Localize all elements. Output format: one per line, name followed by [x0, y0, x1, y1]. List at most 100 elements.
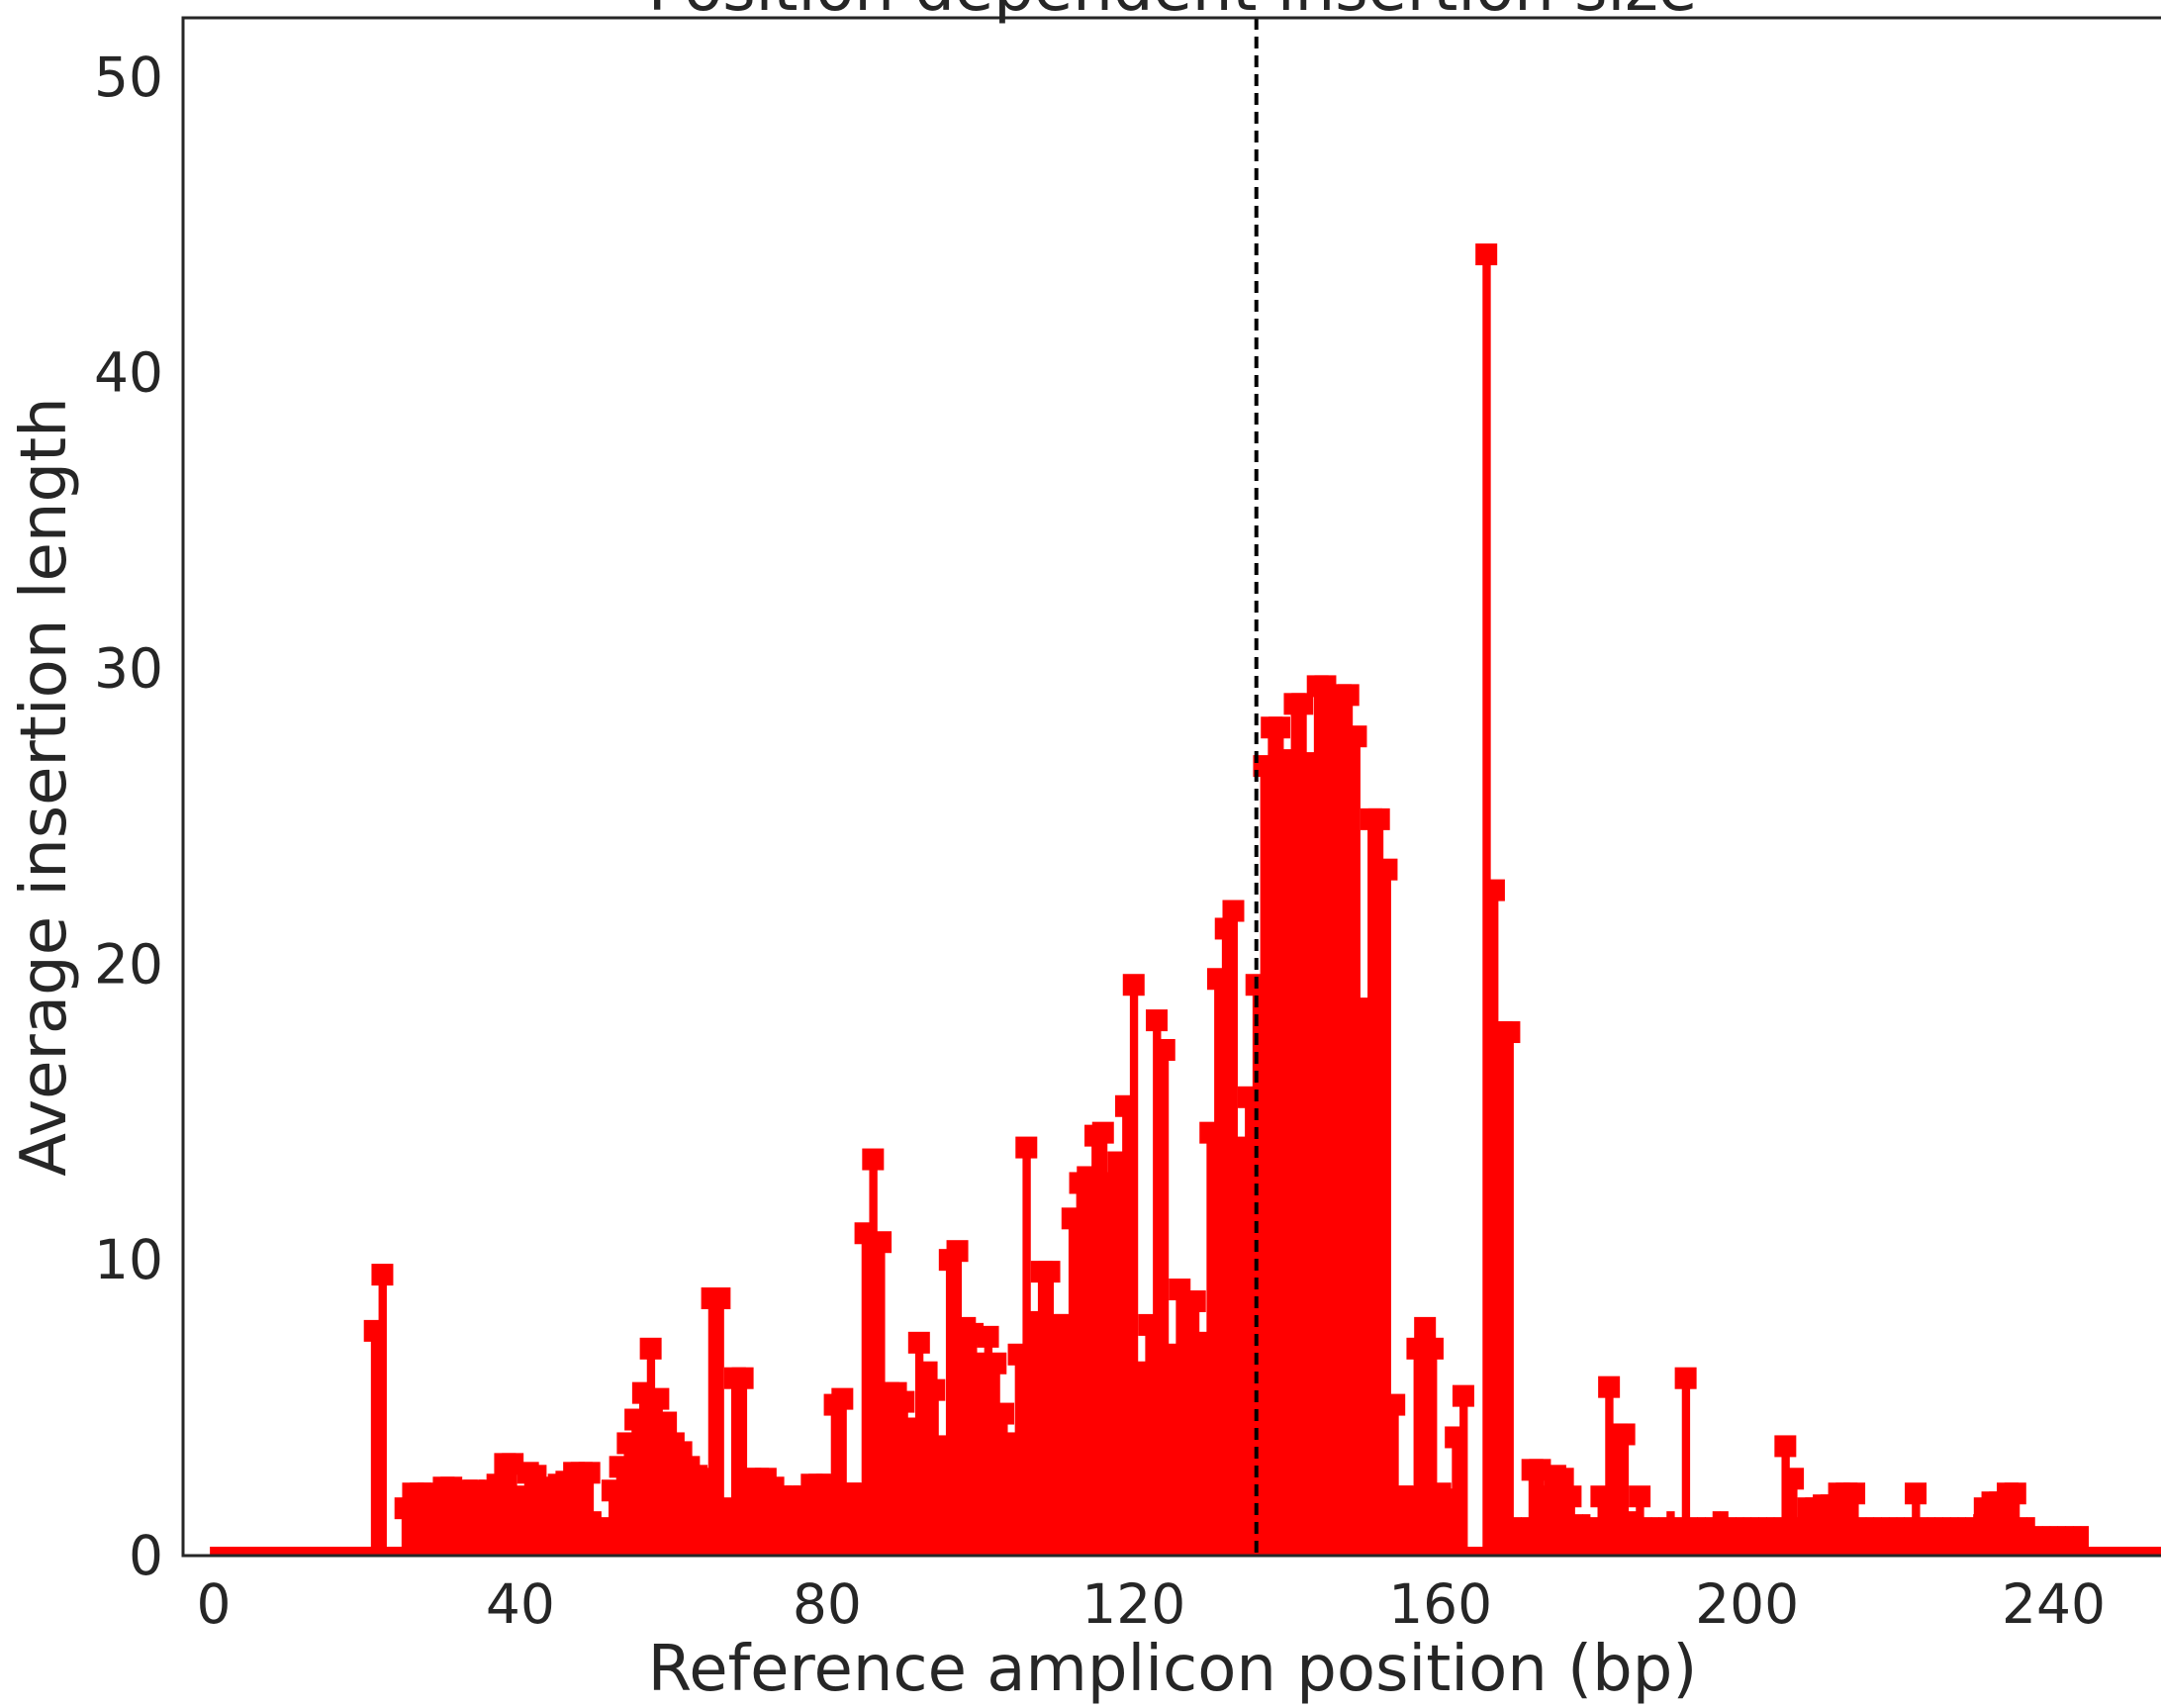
bar-marker	[1598, 1376, 1621, 1398]
bar-marker	[1222, 900, 1245, 922]
bar	[278, 1547, 288, 1556]
bar	[1344, 695, 1354, 1556]
bar	[1528, 1470, 1538, 1556]
bar-marker	[1537, 1485, 1559, 1508]
bar	[1352, 736, 1361, 1556]
bar	[1865, 1517, 1875, 1556]
bar	[1367, 818, 1376, 1556]
bar	[1413, 1348, 1422, 1556]
bar	[685, 1467, 694, 1556]
bar	[1421, 1327, 1430, 1556]
bar	[531, 1475, 540, 1556]
bar	[907, 1428, 916, 1556]
bar	[424, 1493, 433, 1556]
bar-marker	[1629, 1485, 1651, 1508]
bar-marker	[1551, 1468, 1574, 1490]
bar	[761, 1478, 771, 1556]
bar-marker	[1414, 1316, 1437, 1339]
bar	[370, 1330, 380, 1556]
bar	[2080, 1526, 2089, 1556]
bar	[1122, 1105, 1131, 1556]
bar	[1098, 1132, 1108, 1556]
bar	[609, 1490, 617, 1556]
x-tick-label: 0	[196, 1572, 231, 1636]
bar-marker	[1452, 1384, 1474, 1407]
bar	[746, 1478, 755, 1556]
bar	[225, 1547, 234, 1556]
bar	[1812, 1508, 1821, 1556]
bar	[439, 1487, 448, 1556]
bar-marker	[624, 1408, 647, 1431]
bar-marker	[1268, 716, 1290, 739]
bar	[554, 1484, 564, 1556]
bar	[2026, 1517, 2035, 1556]
bar	[1544, 1496, 1552, 1556]
bar	[1260, 766, 1268, 1556]
bar	[738, 1377, 748, 1556]
bar	[1145, 1324, 1154, 1556]
bar	[1589, 1517, 1599, 1556]
bar	[1482, 254, 1491, 1557]
bar	[1229, 910, 1238, 1556]
bar-marker	[999, 1432, 1022, 1455]
bar-marker	[1153, 1038, 1175, 1061]
bar-marker	[363, 1319, 386, 1342]
bar	[302, 1547, 311, 1556]
bar	[1644, 1517, 1652, 1556]
marker-series	[363, 243, 2026, 1520]
bar	[547, 1487, 556, 1556]
bar-marker	[1367, 807, 1390, 830]
bar-marker	[1375, 858, 1398, 881]
bar	[654, 1398, 663, 1556]
bar-marker	[1298, 752, 1321, 775]
bar	[210, 1547, 219, 1556]
bar	[1245, 1096, 1254, 1556]
bar	[1183, 1300, 1192, 1556]
y-tick-label: 20	[94, 932, 163, 996]
bar	[822, 1484, 832, 1556]
bar-marker	[1206, 968, 1229, 991]
bar	[2103, 1547, 2113, 1556]
bar	[1290, 704, 1299, 1556]
bar-marker	[931, 1435, 954, 1458]
bar	[294, 1547, 303, 1556]
bar	[523, 1472, 533, 1556]
bar	[984, 1336, 993, 1556]
bar-marker	[893, 1390, 915, 1413]
bar	[1221, 928, 1231, 1556]
bar-marker	[862, 1148, 885, 1171]
bar-marker	[1115, 1094, 1138, 1117]
bar	[593, 1511, 602, 1556]
bar	[1566, 1496, 1575, 1556]
bar-marker	[1199, 1121, 1222, 1144]
bar-marker	[2004, 1482, 2026, 1505]
bar	[1636, 1496, 1644, 1556]
bar	[976, 1363, 986, 1556]
bar	[723, 1508, 732, 1556]
bar	[1720, 1511, 1729, 1556]
bar	[1551, 1475, 1560, 1556]
bar	[1390, 1404, 1399, 1556]
bar	[838, 1398, 847, 1556]
bar	[1742, 1517, 1752, 1556]
x-tick-label: 240	[2002, 1572, 2106, 1636]
bar	[347, 1547, 356, 1556]
bar	[539, 1496, 548, 1556]
bar	[1789, 1478, 1798, 1556]
bar-marker	[731, 1367, 754, 1389]
bar	[2088, 1547, 2097, 1556]
bar	[1681, 1377, 1691, 1556]
bar	[785, 1496, 794, 1556]
bar	[1168, 1354, 1176, 1556]
bar-marker	[1559, 1485, 1582, 1508]
bar	[1106, 1183, 1115, 1556]
bar	[938, 1446, 947, 1556]
bar	[585, 1472, 595, 1556]
bar	[1842, 1493, 1851, 1556]
bar-marker	[1475, 243, 1498, 266]
bar-marker	[870, 1231, 893, 1254]
bar-marker	[655, 1411, 678, 1434]
bar-marker	[708, 1287, 731, 1310]
bar-marker	[1291, 693, 1314, 715]
